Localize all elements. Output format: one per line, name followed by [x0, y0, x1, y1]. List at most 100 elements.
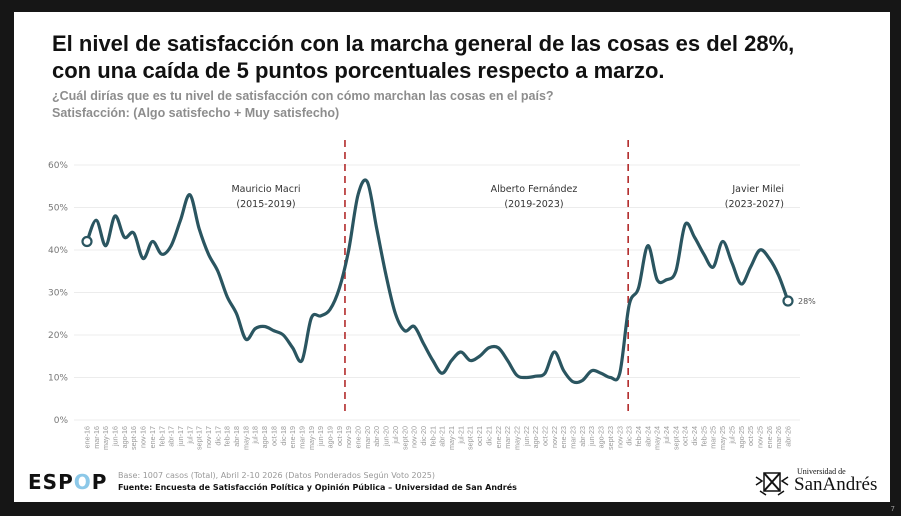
x-tick-label: nov-16 [139, 426, 148, 448]
x-tick-label: ago-25 [737, 426, 746, 448]
x-tick-label: oct-24 [681, 426, 690, 446]
x-tick-label: oct-22 [540, 426, 549, 446]
x-tick-label: abr-21 [438, 426, 447, 447]
x-tick-label: nov-19 [344, 426, 353, 448]
period-label-name: Alberto Fernández [491, 184, 578, 195]
y-tick-label: 60% [48, 161, 68, 171]
period-label-years: (2015-2019) [236, 199, 295, 210]
x-tick-label: ene-17 [148, 426, 157, 448]
slide-header: El nivel de satisfacción con la marcha g… [52, 30, 882, 122]
x-tick-label: may-22 [512, 426, 521, 450]
x-tick-label: ene-23 [559, 426, 568, 448]
x-tick-label: nov-22 [550, 426, 559, 448]
x-tick-label: may-16 [101, 426, 110, 450]
x-tick-label: abr-26 [784, 426, 793, 447]
x-tick-label: sept-24 [671, 426, 680, 450]
x-tick-label: oct-25 [746, 426, 755, 446]
y-tick-label: 0% [54, 416, 69, 426]
y-tick-label: 10% [48, 374, 68, 384]
x-tick-label: mar-19 [297, 426, 306, 449]
sample-base-note: Base: 1007 casos (Total), Abril 2-10 202… [118, 471, 436, 480]
period-label-name: Javier Milei [731, 184, 784, 195]
x-tick-label: jul-25 [727, 426, 736, 445]
end-value-label: 28% [798, 297, 816, 306]
period-label-name: Mauricio Macri [231, 184, 300, 195]
page-number: 7 [890, 505, 895, 513]
x-tick-label: dic-21 [484, 426, 493, 446]
x-tick-label: mar-23 [569, 426, 578, 449]
survey-question: ¿Cuál dirías que es tu nivel de satisfac… [52, 89, 554, 103]
x-tick-label: ago-23 [597, 426, 606, 448]
slide-title: El nivel de satisfacción con la marcha g… [52, 30, 882, 84]
y-tick-label: 20% [48, 331, 68, 341]
y-tick-label: 40% [48, 246, 68, 256]
x-tick-label: abr-17 [167, 426, 176, 447]
x-tick-label: jul-21 [456, 426, 465, 445]
x-tick-label: jul-24 [662, 426, 671, 445]
x-tick-label: jun-20 [382, 426, 391, 447]
satisfaction-series-line [85, 178, 790, 385]
x-tick-label: abr-18 [232, 426, 241, 447]
x-tick-label: mar-26 [774, 426, 783, 449]
x-tick-label: abr-24 [643, 426, 652, 447]
x-tick-label: mar-25 [709, 426, 718, 449]
x-tick-label: feb-24 [634, 426, 643, 446]
espop-logo: ESPOP [28, 470, 108, 494]
title-line-1: El nivel de satisfacción con la marcha g… [52, 31, 795, 56]
x-tick-label: ene-20 [354, 426, 363, 448]
x-tick-label: abr-20 [372, 426, 381, 447]
x-tick-label: feb-17 [157, 426, 166, 446]
slide: 0% 10% 20% 30% 40% 50% 60% ene-16 mar-16 may-16 j… [14, 12, 890, 502]
x-tick-label: jun-19 [316, 426, 325, 447]
x-tick-label: sept-20 [400, 426, 409, 450]
x-tick-label: feb-18 [223, 426, 232, 446]
x-tick-label: oct-21 [475, 426, 484, 446]
x-tick-label: dic-17 [213, 426, 222, 446]
data-point [782, 295, 794, 307]
x-tick-label: may-25 [718, 426, 727, 450]
source-note: Fuente: Encuesta de Satisfacción Polític… [118, 483, 517, 492]
x-tick-label: ene-26 [765, 426, 774, 448]
x-tick-label: ago-18 [260, 426, 269, 448]
x-tick-label: jul-18 [251, 426, 260, 445]
satisfaction-line-chart: 0%10%20%30%40%50%60% ene-16 mar-16 may-16 j… [48, 140, 816, 450]
x-tick-label: jul-17 [185, 426, 194, 445]
x-tick-label: jun-23 [587, 426, 596, 447]
x-tick-label: nov-25 [755, 426, 764, 448]
measure-definition: Satisfacción: (Algo satisfecho + Muy sat… [52, 106, 340, 120]
x-tick-label: nov-23 [615, 426, 624, 448]
x-tick-label: jun-17 [176, 426, 185, 447]
x-tick-label: oct-19 [335, 426, 344, 446]
x-tick-label: jun-16 [111, 426, 120, 447]
period-label-years: (2019-2023) [504, 199, 563, 210]
x-tick-label: mar-16 [92, 426, 101, 449]
universidad-san-andres-logo: Universidad de SanAndrés [754, 467, 884, 497]
x-tick-label: nov-17 [204, 426, 213, 448]
data-point [81, 235, 93, 248]
x-tick-label: ene-19 [288, 426, 297, 448]
x-tick-label: ene-16 [83, 426, 92, 448]
x-tick-label: may-19 [307, 426, 316, 450]
x-tick-label: may-21 [447, 426, 456, 450]
title-line-2: con una caída de 5 puntos porcentuales r… [52, 58, 665, 83]
x-tick-label: mar-20 [363, 426, 372, 449]
x-tick-label: dic-20 [419, 426, 428, 446]
x-tick-label: sept-17 [195, 426, 204, 450]
x-tick-label: sept-23 [606, 426, 615, 450]
university-crest-icon [755, 472, 789, 496]
y-tick-label: 30% [48, 289, 68, 299]
y-tick-label: 50% [48, 204, 68, 214]
x-tick-label: may-24 [653, 426, 662, 450]
x-tick-label: dic-23 [625, 426, 634, 446]
x-tick-label: may-18 [241, 426, 250, 450]
x-tick-label: sept-16 [129, 426, 138, 450]
period-label-years: (2023-2027) [725, 199, 784, 210]
x-tick-label: ago-22 [531, 426, 540, 448]
x-tick-label: feb-21 [428, 426, 437, 446]
x-tick-label: ago-16 [120, 426, 129, 448]
x-tick-label: nov-20 [410, 426, 419, 448]
x-tick-label: sept-21 [466, 426, 475, 450]
x-tick-label: oct-18 [269, 426, 278, 446]
x-tick-label: abr-23 [578, 426, 587, 447]
x-tick-label: dic-18 [279, 426, 288, 446]
